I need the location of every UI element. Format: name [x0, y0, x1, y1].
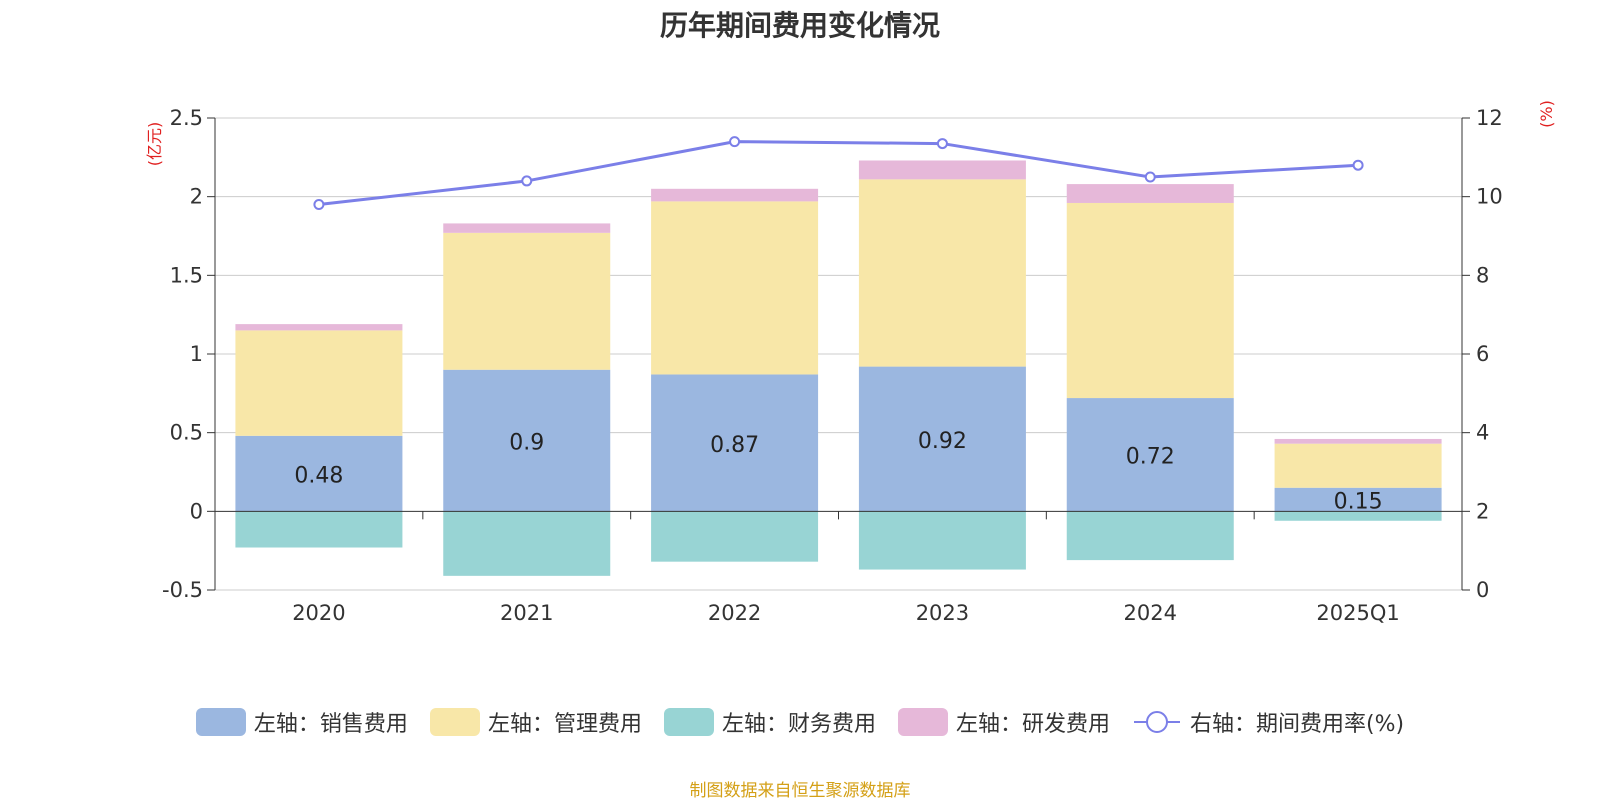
legend-label-finance: 左轴：财务费用 — [721, 712, 876, 737]
bar-segment — [235, 324, 403, 331]
rate-point — [1144, 171, 1156, 183]
legend-label-sales: 左轴：销售费用 — [253, 712, 408, 737]
legend-item-admin[interactable]: 左轴：管理费用 — [429, 706, 642, 738]
bar-segment — [858, 366, 1026, 512]
rate-line — [318, 140, 1359, 207]
rate-point — [313, 199, 325, 211]
legend-swatch-sales — [195, 708, 246, 736]
y-right-tick-label: 8 — [1476, 263, 1489, 287]
legend-swatch-rate — [1133, 711, 1180, 733]
y-right-tick-label: 0 — [1476, 578, 1489, 602]
rate-point — [729, 136, 741, 148]
x-category-label: 2024 — [1124, 601, 1177, 625]
legend-swatch-finance — [663, 708, 714, 736]
legend-swatch-admin — [429, 708, 480, 736]
chart-title: 历年期间费用变化情况 — [659, 9, 940, 42]
y-right-tick-label: 2 — [1476, 499, 1489, 523]
bar-segment — [651, 511, 819, 562]
bar-segment — [235, 435, 403, 512]
bar-segment — [443, 511, 611, 576]
bar-segment — [1274, 487, 1442, 512]
legend-label-rd: 左轴：研发费用 — [955, 712, 1110, 737]
legend-item-sales[interactable]: 左轴：销售费用 — [195, 706, 408, 738]
bar-segment — [235, 511, 403, 548]
bar-segment — [443, 369, 611, 512]
x-category-label: 2025Q1 — [1316, 601, 1399, 625]
legend: 左轴：销售费用 左轴：管理费用 左轴：财务费用 左轴：研发费用 右轴：期间费用率… — [0, 706, 1600, 738]
rate-point — [1352, 159, 1364, 171]
y-right-tick-label: 10 — [1476, 185, 1503, 209]
x-category-label: 2023 — [916, 601, 969, 625]
legend-item-rate[interactable]: 右轴：期间费用率(%) — [1132, 706, 1404, 738]
bar-segment — [651, 374, 819, 512]
bar-segment — [1274, 511, 1442, 521]
bar-segment — [1066, 202, 1234, 399]
bar-segment — [443, 223, 611, 233]
bar-segment — [651, 201, 819, 375]
bar-segment — [858, 511, 1026, 570]
bar-data-label: 0.9 — [509, 431, 544, 456]
legend-swatch-rd — [897, 708, 948, 736]
bar-data-label: 0.92 — [918, 429, 967, 454]
chart-svg: 2.5 2 1.5 1 0.5 0 -0.5 12 10 8 6 4 2 0 (亿元) (%) 0.48 0.9 0… — [145, 100, 1556, 625]
y-right-tick-label: 12 — [1476, 106, 1503, 130]
rate-point — [521, 175, 533, 187]
y-left-tick-label: 2.5 — [170, 106, 203, 130]
y-left-tick-label: 2 — [190, 185, 203, 209]
y-right-tick-label: 6 — [1476, 342, 1489, 366]
bar-data-label: 0.72 — [1126, 445, 1175, 470]
bar-segment — [858, 160, 1026, 180]
rate-point — [936, 138, 948, 150]
bar-segment — [1066, 398, 1234, 512]
bar-segment — [1274, 438, 1442, 444]
x-category-label: 2020 — [292, 601, 345, 625]
y-right-tick-label: 4 — [1476, 421, 1489, 445]
y-left-tick-label: 0.5 — [170, 421, 203, 445]
bar-segment — [651, 188, 819, 202]
bar-segment — [1274, 443, 1442, 488]
x-category-label: 2022 — [708, 601, 761, 625]
bar-segment — [443, 232, 611, 370]
bar-segment — [235, 330, 403, 436]
bar-data-label: 0.87 — [710, 433, 759, 458]
y-left-tick-label: 1.5 — [170, 263, 203, 287]
bar-data-label: 0.48 — [294, 464, 343, 489]
bar-data-label: 0.15 — [1334, 490, 1383, 515]
legend-item-rd[interactable]: 左轴：研发费用 — [897, 706, 1110, 738]
y-right-axis-label: (%) — [1537, 100, 1556, 128]
bar-segment — [1066, 511, 1234, 561]
y-left-axis-label: (亿元) — [145, 122, 164, 167]
bar-segment — [858, 179, 1026, 367]
legend-label-admin: 左轴：管理费用 — [487, 712, 642, 737]
y-left-tick-label: -0.5 — [162, 578, 203, 602]
y-left-tick-label: 0 — [190, 499, 203, 523]
source-note: 制图数据来自恒生聚源数据库 — [689, 781, 911, 801]
legend-item-finance[interactable]: 左轴：财务费用 — [663, 706, 876, 738]
y-left-tick-label: 1 — [190, 342, 203, 366]
x-category-label: 2021 — [500, 601, 553, 625]
legend-label-rate: 右轴：期间费用率(%) — [1189, 712, 1405, 737]
bar-segment — [1066, 184, 1234, 203]
